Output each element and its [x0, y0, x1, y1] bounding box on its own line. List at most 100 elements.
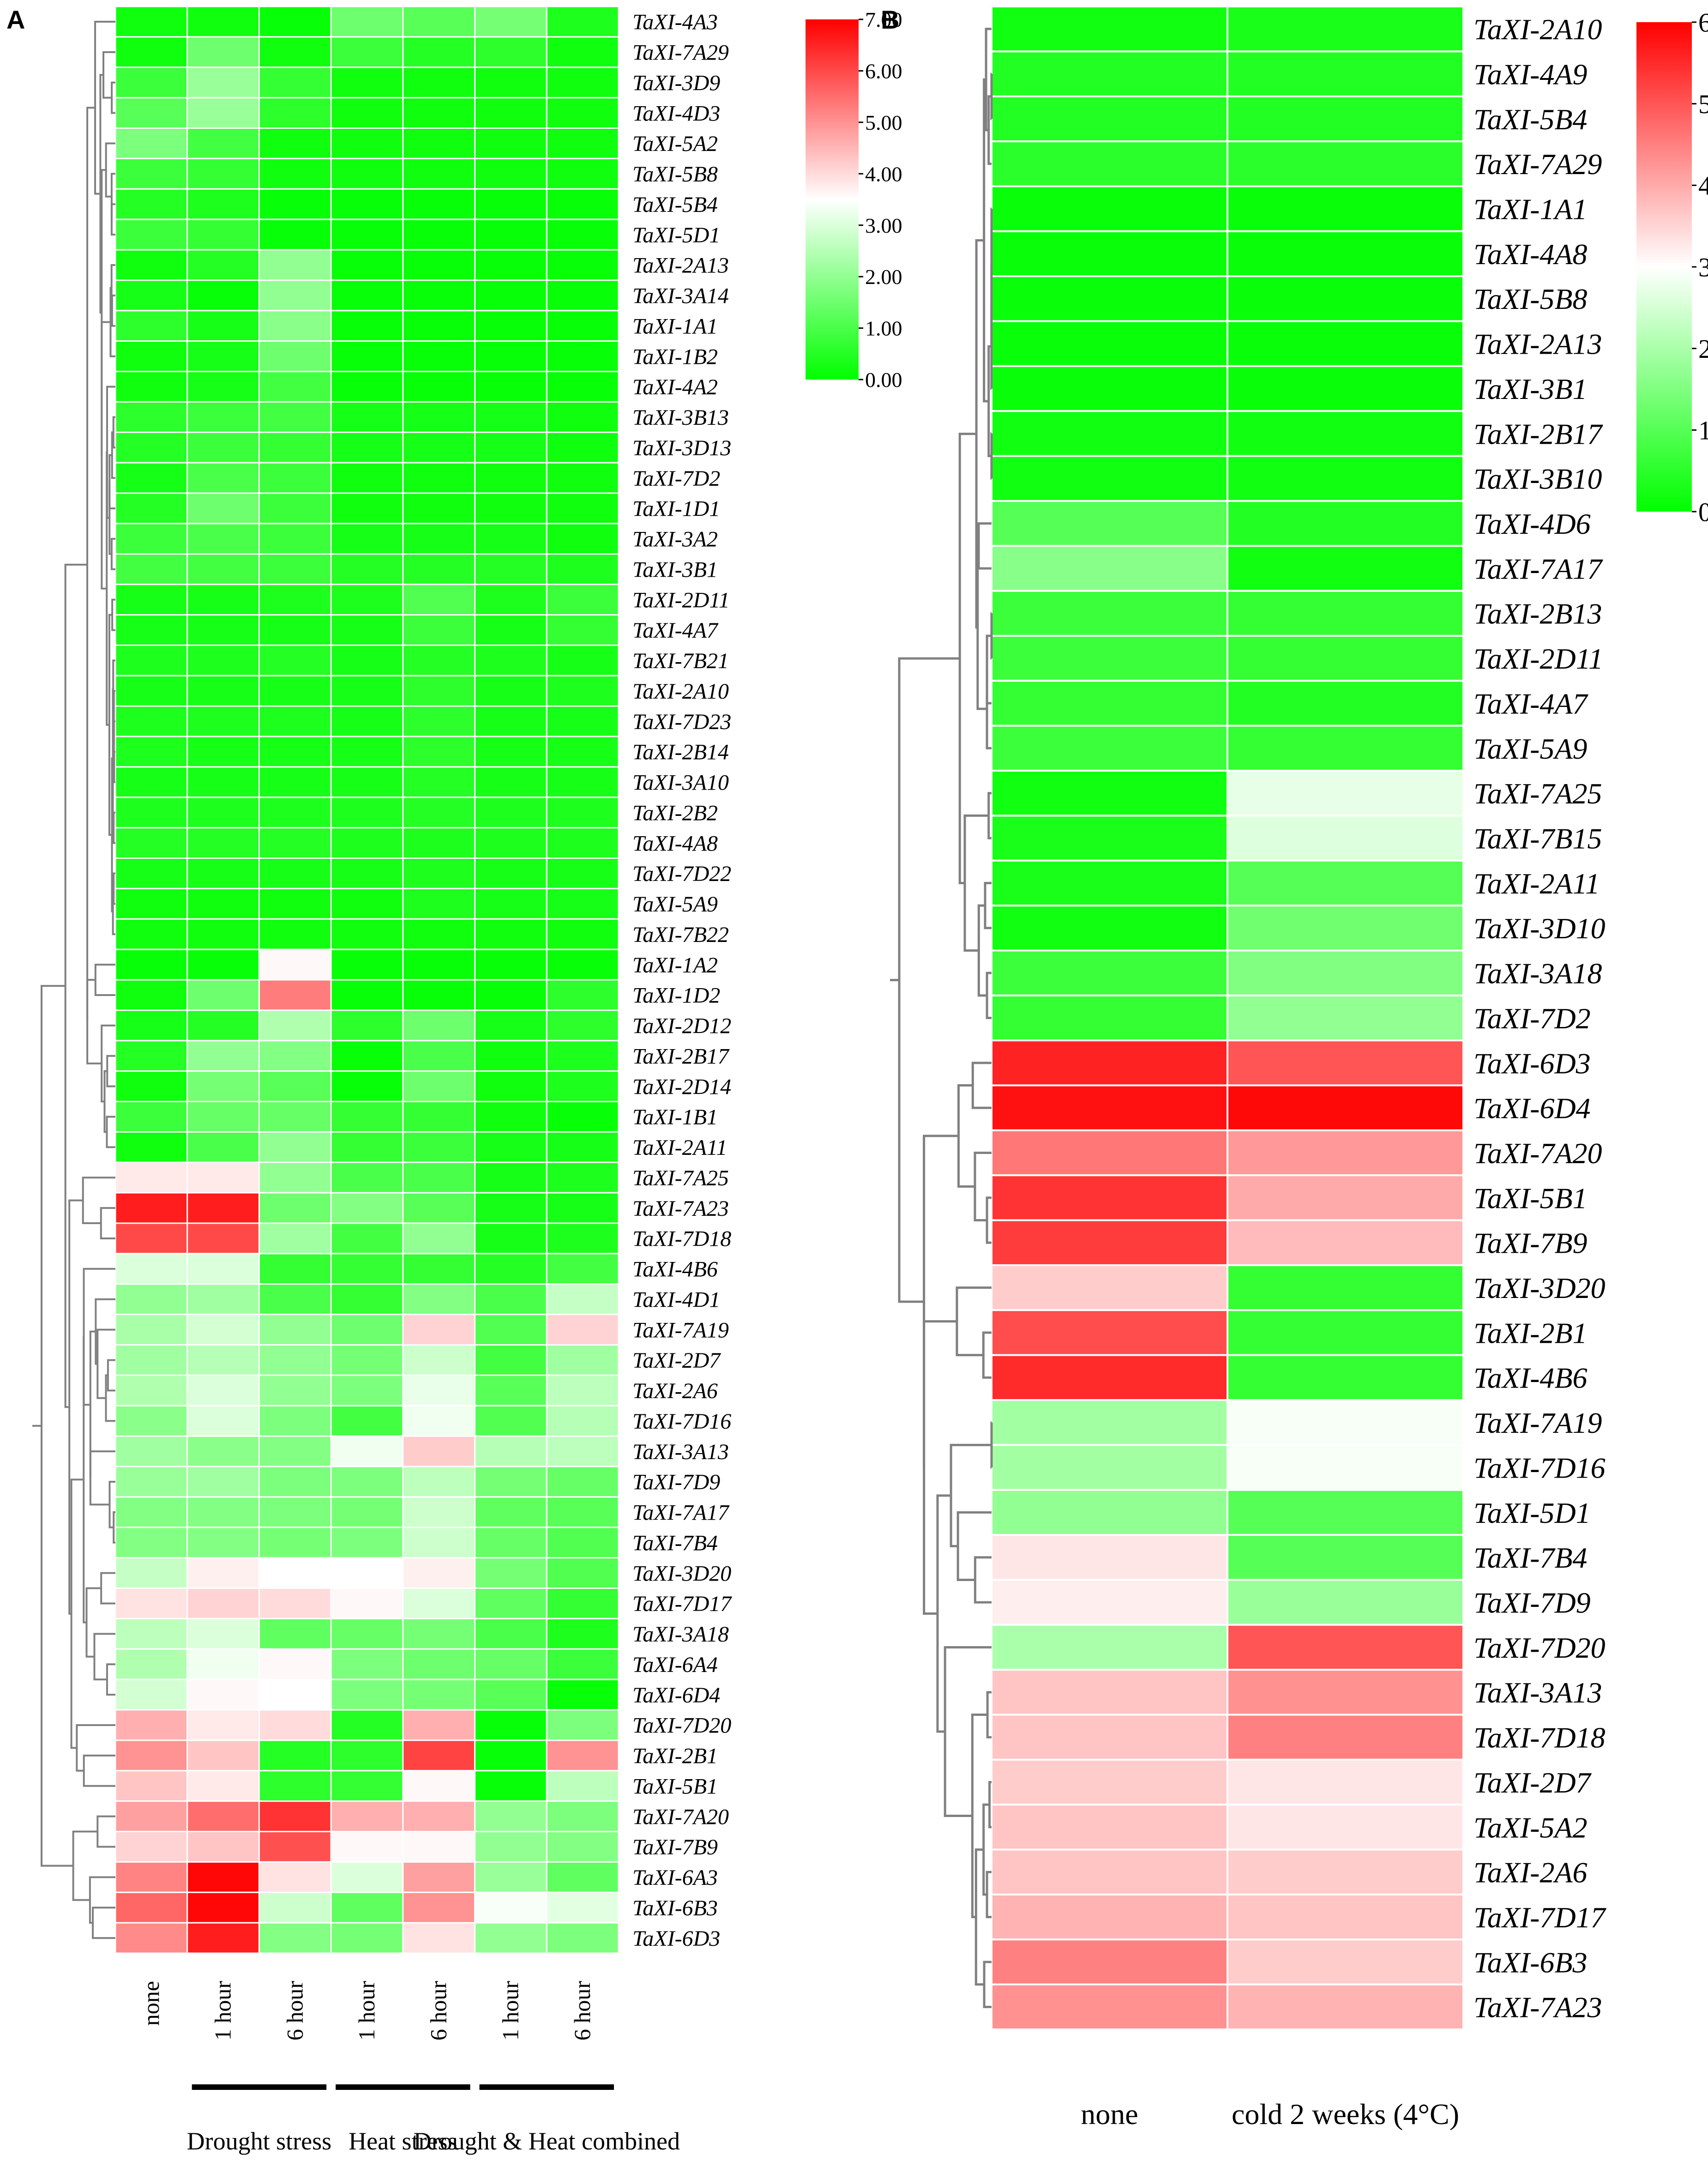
row-label: TaXI-4A3 [632, 10, 718, 35]
heatmap-cell [474, 157, 547, 190]
dendrogram-branch [107, 1359, 115, 1392]
heatmap-cell [258, 705, 332, 737]
dendrogram-branch [974, 1848, 985, 1986]
heatmap-cell [402, 1648, 476, 1680]
dendrogram-branch [957, 1084, 975, 1188]
heatmap-cell [402, 1374, 476, 1406]
heatmap-cell [1227, 1354, 1464, 1401]
heatmap-cell [258, 979, 332, 1011]
heatmap-cell [330, 6, 404, 38]
heatmap-cell [402, 1739, 476, 1772]
heatmap-cell [546, 97, 619, 129]
row-label: TaXI-4A8 [1473, 238, 1588, 271]
heatmap-cell [186, 1040, 260, 1072]
heatmap-cell [258, 675, 332, 707]
heatmap-cell [114, 644, 188, 676]
heatmap-cell [474, 614, 547, 646]
row-label: TaXI-7A17 [632, 1501, 730, 1525]
heatmap-cell [546, 1283, 619, 1316]
heatmap-cell [186, 766, 260, 798]
heatmap-cell [258, 371, 332, 403]
heatmap-cell [114, 523, 188, 555]
row-label: TaXI-6D4 [1473, 1092, 1591, 1125]
heatmap-cell [402, 1070, 476, 1102]
row-label: TaXI-7A23 [632, 1196, 729, 1221]
heatmap-cell [330, 1435, 404, 1467]
heatmap-cell [186, 1009, 260, 1042]
heatmap-cell [330, 279, 404, 312]
row-label: TaXI-3A10 [632, 771, 729, 795]
dendrogram-branch [83, 1336, 87, 1624]
heatmap-cell [186, 553, 260, 586]
heatmap-cell [991, 1669, 1228, 1716]
row-label: TaXI-2B17 [1473, 417, 1604, 450]
heatmap-cell [330, 492, 404, 525]
panel-b-dendrogram [890, 28, 993, 2008]
dendrogram-branch [950, 1443, 992, 1547]
heatmap-cell [330, 1588, 404, 1619]
heatmap-cell [546, 675, 619, 707]
heatmap-cell [474, 1678, 547, 1711]
heatmap-cell [402, 523, 476, 555]
heatmap-cell [474, 1435, 547, 1467]
heatmap-cell [186, 1831, 260, 1863]
heatmap-cell [186, 1161, 260, 1194]
heatmap-cell [1227, 455, 1464, 502]
column-label: none [1081, 2098, 1138, 2131]
heatmap-cell [991, 949, 1228, 996]
heatmap-cell [474, 1161, 547, 1194]
heatmap-cell [330, 371, 404, 403]
heatmap-cell [186, 675, 260, 707]
heatmap-cell [114, 431, 188, 464]
row-label: TaXI-6B3 [1473, 1946, 1588, 1979]
row-label: TaXI-3D9 [632, 71, 720, 95]
heatmap-cell [186, 371, 260, 403]
heatmap-cell [546, 1770, 619, 1802]
heatmap-cell [991, 1848, 1228, 1895]
heatmap-cell [1227, 724, 1464, 772]
colorbar-gradient [806, 19, 859, 380]
heatmap-cell [474, 1131, 547, 1163]
heatmap-cell [474, 1800, 547, 1832]
heatmap-cell [546, 371, 619, 403]
heatmap-cell [402, 887, 476, 920]
heatmap-cell [1227, 1489, 1464, 1536]
dendrogram-branch [83, 1754, 115, 1787]
dendrogram-branch [72, 1830, 98, 1901]
row-label: TaXI-2D7 [632, 1348, 721, 1373]
heatmap-cell [402, 857, 476, 889]
heatmap-cell [186, 431, 260, 464]
dendrogram-branch [96, 1815, 115, 1848]
heatmap-cell [546, 1588, 619, 1619]
row-label: TaXI-2A11 [632, 1135, 727, 1160]
heatmap-cell [402, 1922, 476, 1954]
heatmap-cell [991, 905, 1228, 952]
dendrogram-branch [110, 173, 115, 221]
heatmap-cell [330, 97, 404, 129]
heatmap-cell [186, 736, 260, 768]
heatmap-cell [474, 218, 547, 251]
heatmap-cell [991, 994, 1228, 1042]
heatmap-cell [114, 1131, 188, 1163]
heatmap-cell [330, 431, 404, 464]
heatmap-cell [546, 797, 619, 829]
column-label: 6 hour [282, 1981, 307, 2041]
panel-b-label: B [881, 5, 899, 34]
heatmap-cell [330, 857, 404, 889]
column-label: 1 hour [497, 1981, 523, 2041]
row-label: TaXI-7A25 [632, 1166, 729, 1190]
heatmap-cell [546, 401, 619, 433]
heatmap-cell [546, 766, 619, 798]
row-label: TaXI-7D17 [1473, 1901, 1607, 1934]
heatmap-cell [474, 371, 547, 403]
heatmap-cell [474, 97, 547, 129]
heatmap-cell [1227, 50, 1464, 97]
heatmap-cell [114, 127, 188, 159]
heatmap-cell [258, 766, 332, 798]
heatmap-cell [474, 1314, 547, 1346]
heatmap-cell [114, 1800, 188, 1832]
heatmap-cell [114, 827, 188, 859]
heatmap-cell [330, 675, 404, 707]
row-label: TaXI-7D16 [632, 1409, 731, 1434]
heatmap-cell [330, 310, 404, 342]
